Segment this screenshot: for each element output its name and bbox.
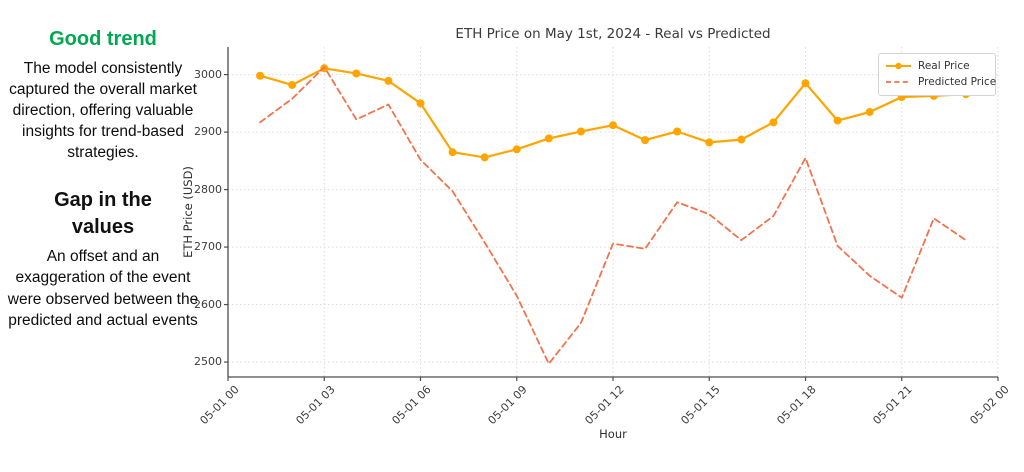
real-price-marker [769, 118, 778, 127]
annotation-sidebar: Good trend The model consistently captur… [0, 0, 206, 472]
real-price-marker [544, 134, 553, 143]
real-price-marker [865, 107, 874, 116]
y-tick-label: 2800 [194, 182, 222, 196]
good-trend-heading: Good trend [49, 28, 157, 50]
annotation-block-good-trend: Good trend The model consistently captur… [0, 26, 206, 163]
real-price-marker [512, 145, 521, 154]
real-price-marker [609, 121, 617, 130]
real-price-marker [448, 148, 457, 157]
predicted-price-line [259, 66, 967, 365]
real-price-marker [352, 69, 361, 78]
y-tick-label: 2700 [194, 240, 222, 254]
legend-solid-line-marker-icon [886, 62, 911, 70]
real-price-marker [256, 71, 265, 80]
y-tick-label: 3000 [194, 67, 222, 81]
real-price-marker [705, 138, 714, 147]
real-price-marker [801, 79, 810, 88]
legend-label-real-price: Real Price [918, 60, 970, 72]
good-trend-body: The model consistently captured the over… [9, 60, 197, 162]
gap-values-heading: Gap in the values [54, 189, 152, 239]
y-tick-label: 2600 [194, 297, 222, 311]
y-axis-label: ETH Price (USD) [181, 166, 195, 258]
y-tick-label: 2500 [194, 355, 222, 369]
real-price-marker [641, 136, 650, 145]
real-price-marker [737, 135, 746, 144]
legend-dashed-line-icon [886, 81, 911, 83]
chart-title: ETH Price on May 1st, 2024 - Real vs Pre… [455, 26, 771, 42]
chart-legend: Real Price Predicted Price [878, 53, 996, 96]
x-axis-label: Hour [599, 427, 627, 441]
legend-item-real-price: Real Price [885, 58, 989, 74]
legend-label-predicted-price: Predicted Price [918, 76, 997, 88]
annotation-block-gap-values: Gap in the values An offset and an exagg… [0, 187, 206, 330]
real-price-marker [288, 80, 297, 89]
real-price-marker [576, 127, 585, 136]
real-price-marker [833, 116, 842, 125]
real-price-marker [384, 76, 393, 85]
real-price-marker [673, 127, 682, 136]
y-tick-label: 2900 [194, 125, 222, 139]
legend-item-predicted-price: Predicted Price [885, 74, 996, 90]
gap-values-body: An offset and an exaggeration of the eve… [7, 248, 199, 329]
real-price-marker [416, 99, 425, 108]
real-price-marker [480, 153, 489, 162]
